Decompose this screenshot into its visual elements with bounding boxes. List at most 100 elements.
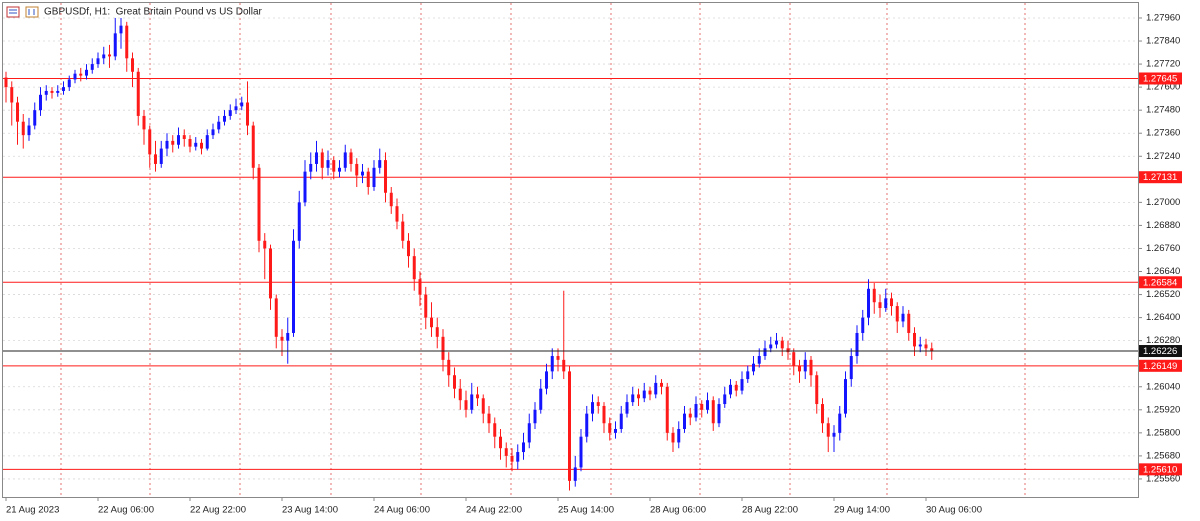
candle-body: [142, 115, 146, 130]
candle-body: [631, 394, 635, 403]
candle-body: [246, 102, 249, 126]
candle-body: [786, 348, 790, 353]
level-tag: [1139, 171, 1182, 184]
level-label: 1.26584: [1143, 277, 1177, 288]
candle-body: [671, 432, 675, 443]
candle-body: [694, 404, 698, 418]
candle-body: [775, 340, 778, 345]
candle-body: [677, 429, 681, 443]
candle-body: [849, 356, 853, 380]
level-tag: [1139, 72, 1182, 85]
candle-body: [809, 359, 813, 376]
candle-body: [878, 302, 882, 309]
candle-body: [338, 167, 341, 172]
current-price-label: 1.26226: [1143, 346, 1177, 357]
candle-body: [510, 455, 514, 462]
candle-body: [50, 90, 54, 93]
candles: [4, 17, 934, 491]
candle-body: [665, 386, 669, 433]
candle-body: [303, 171, 307, 203]
candle-body: [602, 405, 606, 424]
candle-body: [481, 398, 485, 414]
candle-body: [458, 388, 462, 401]
candle-body: [763, 348, 767, 357]
candle-body: [562, 359, 566, 372]
candle-body: [136, 71, 140, 116]
candle-body: [205, 135, 209, 149]
candle-body: [924, 344, 928, 349]
candle-body: [855, 332, 859, 357]
candle-body: [217, 121, 221, 130]
y-tick-label: 1.25920: [1146, 404, 1180, 415]
candle-body: [171, 140, 175, 145]
candle-body: [441, 336, 445, 360]
candle-body: [378, 160, 382, 168]
candle-body: [309, 163, 313, 172]
candle-body: [332, 160, 336, 172]
candle-body: [740, 379, 744, 391]
candle-body: [637, 394, 640, 399]
candle-body: [683, 413, 686, 430]
candle-body: [401, 221, 405, 241]
y-tick-label: 1.27000: [1146, 197, 1180, 208]
candle-body: [447, 359, 451, 376]
candle-body: [625, 402, 629, 414]
x-tick-label: 30 Aug 06:00: [926, 505, 982, 516]
candle-body: [746, 371, 750, 380]
level-tag: [1139, 463, 1182, 476]
candle-body: [826, 423, 830, 437]
candle-body: [223, 115, 226, 122]
candle-body: [384, 160, 387, 193]
x-tick-label: 21 Aug 2023: [6, 505, 59, 516]
candle-body: [453, 375, 456, 389]
candle-body: [832, 432, 836, 437]
candle-body: [113, 33, 117, 57]
candle-body: [39, 94, 42, 111]
candle-body: [67, 79, 71, 88]
x-tick-label: 22 Aug 06:00: [98, 505, 154, 516]
candle-body: [476, 394, 479, 399]
candle-body: [660, 382, 663, 387]
y-tick-label: 1.26400: [1146, 312, 1180, 323]
plot-frame: [2, 2, 1139, 498]
candle-body: [706, 400, 709, 410]
candle-body: [522, 442, 525, 453]
candle-body: [539, 388, 543, 410]
icon: [25, 6, 39, 18]
candle-body: [320, 152, 324, 168]
candle-body: [769, 344, 773, 349]
candle-body: [700, 404, 704, 410]
x-tick-label: 28 Aug 06:00: [650, 505, 706, 516]
candle-body: [918, 344, 922, 347]
candle-body: [33, 110, 37, 126]
candle-body: [389, 192, 393, 207]
toolbar-icons: [6, 6, 39, 18]
candle-body: [752, 363, 755, 372]
candle-body: [780, 340, 784, 349]
candle-body: [729, 384, 732, 395]
candle-body: [568, 371, 571, 481]
candle-body: [815, 375, 819, 405]
candle-body: [821, 404, 824, 424]
level-label: 1.25610: [1143, 464, 1177, 475]
candle-body: [96, 58, 100, 65]
candle-body: [884, 298, 888, 309]
candle-body: [533, 409, 537, 424]
y-tick-label: 1.27240: [1146, 151, 1180, 162]
candle-body: [734, 384, 738, 391]
candle-body: [556, 356, 560, 360]
candle-body: [62, 87, 65, 91]
candle-body: [73, 73, 77, 80]
candle-body: [642, 390, 646, 399]
candle-body: [792, 352, 796, 366]
candle-body: [861, 317, 865, 333]
candle-body: [263, 240, 267, 249]
candle-body: [234, 106, 238, 111]
candle-body: [901, 313, 905, 322]
candle-body: [550, 356, 554, 372]
y-tick-label: 1.27600: [1146, 82, 1180, 93]
candle-body: [211, 129, 215, 136]
candle-body: [286, 332, 290, 341]
